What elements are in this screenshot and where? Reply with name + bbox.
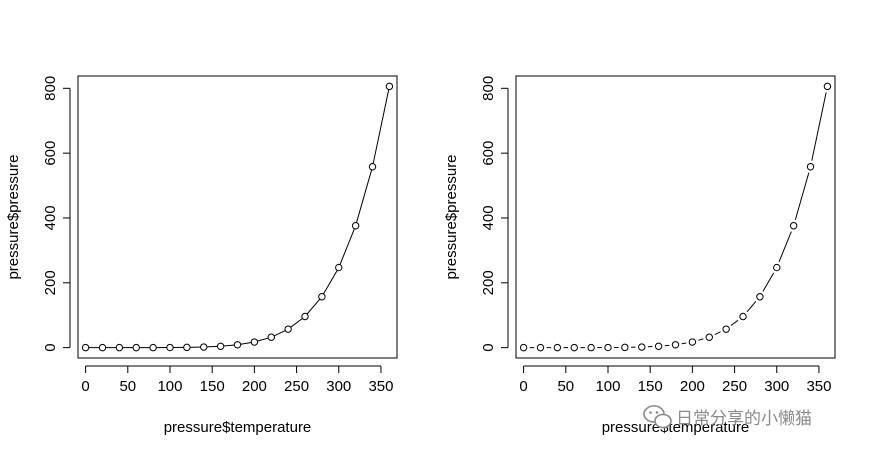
x-tick-label: 50 xyxy=(119,378,136,395)
series-line-segment xyxy=(698,338,704,341)
data-point xyxy=(604,343,612,352)
data-point xyxy=(368,163,377,171)
x-tick-label: 300 xyxy=(764,378,789,395)
x-tick-label: 150 xyxy=(200,378,225,395)
watermark: 日常分享的小懒猫 xyxy=(643,405,812,429)
y-tick-label: 600 xyxy=(42,141,59,166)
series-line-segment xyxy=(794,172,810,220)
data-point xyxy=(233,341,242,349)
x-tick-label: 100 xyxy=(595,378,620,395)
series-line-path xyxy=(85,86,390,349)
data-point xyxy=(671,341,680,349)
y-axis-label: pressure$pressure xyxy=(5,154,22,279)
y-tick-label: 800 xyxy=(480,76,497,101)
y-tick-label: 600 xyxy=(480,141,497,166)
x-axis-label: pressure$temperature xyxy=(602,419,750,436)
series-line-segment xyxy=(778,231,792,263)
data-point xyxy=(216,342,225,350)
data-point xyxy=(705,333,713,341)
data-point xyxy=(587,343,595,352)
plot-frame xyxy=(515,75,836,359)
series-line-segment xyxy=(746,301,757,313)
chart-panel-right: 0 50 100 150 200 250 300 350 0 200 400 600 800 pres… xyxy=(443,75,836,436)
data-point xyxy=(756,293,764,301)
data-point xyxy=(688,338,697,346)
y-tick-label: 0 xyxy=(42,343,59,351)
data-point xyxy=(385,82,394,91)
x-tick-label: 350 xyxy=(806,378,831,395)
plot-frame xyxy=(77,75,398,359)
x-tick-label: 200 xyxy=(680,378,705,395)
data-point xyxy=(81,343,90,352)
data-point xyxy=(115,343,124,352)
data-point xyxy=(284,325,292,333)
x-tick-label: 100 xyxy=(157,378,182,395)
data-point xyxy=(132,343,140,352)
x-tick-label: 250 xyxy=(284,378,309,395)
x-tick-label: 350 xyxy=(368,378,393,395)
data-point xyxy=(806,163,815,171)
data-point xyxy=(739,312,747,321)
data-point xyxy=(318,293,326,301)
y-tick-label: 800 xyxy=(42,76,59,101)
data-point xyxy=(536,343,545,352)
series-line xyxy=(529,92,827,349)
series-points xyxy=(81,82,394,352)
chart-panel-left: 0 50 100 150 200 250 300 350 0 200 400 600 800 pres… xyxy=(5,75,398,436)
series-line-segment xyxy=(811,92,827,161)
series-line-segment xyxy=(714,331,721,335)
data-point xyxy=(351,222,360,230)
data-point xyxy=(301,312,309,321)
data-point xyxy=(200,343,208,351)
series-line-segment xyxy=(762,272,775,292)
y-axis: 0 200 400 600 800 xyxy=(480,76,509,352)
data-point xyxy=(638,343,646,351)
data-point xyxy=(823,82,832,91)
x-tick-label: 300 xyxy=(326,378,351,395)
data-point xyxy=(98,343,107,352)
x-tick-label: 0 xyxy=(81,378,89,395)
x-tick-label: 0 xyxy=(519,378,527,395)
watermark-text: 日常分享的小懒猫 xyxy=(676,409,812,429)
series-points xyxy=(519,82,832,352)
data-point xyxy=(621,343,629,352)
data-point xyxy=(553,343,562,352)
data-point xyxy=(570,343,578,352)
data-point xyxy=(773,263,781,272)
y-axis-label: pressure$pressure xyxy=(443,154,460,279)
y-tick-label: 200 xyxy=(42,270,59,295)
x-axis: 0 50 100 150 200 250 300 350 xyxy=(81,365,393,395)
series-line-segment xyxy=(730,319,739,326)
data-point xyxy=(267,333,275,341)
x-tick-label: 50 xyxy=(557,378,574,395)
y-tick-label: 0 xyxy=(480,343,497,351)
data-point xyxy=(722,325,730,333)
x-axis: 0 50 100 150 200 250 300 350 xyxy=(519,365,831,395)
data-point xyxy=(183,343,191,352)
y-axis: 0 200 400 600 800 xyxy=(42,76,71,352)
data-point xyxy=(166,343,174,352)
y-tick-label: 200 xyxy=(480,270,497,295)
x-tick-label: 250 xyxy=(722,378,747,395)
wechat-icon xyxy=(643,405,672,429)
data-point xyxy=(250,338,259,346)
y-tick-label: 400 xyxy=(42,205,59,230)
series-line-segment xyxy=(681,342,687,345)
data-point xyxy=(789,222,798,230)
data-point xyxy=(519,343,528,352)
data-point xyxy=(149,343,157,352)
y-tick-label: 400 xyxy=(480,205,497,230)
data-point xyxy=(654,342,663,350)
x-axis-label: pressure$temperature xyxy=(164,419,312,436)
x-tick-label: 200 xyxy=(242,378,267,395)
x-tick-label: 150 xyxy=(638,378,663,395)
data-point xyxy=(335,263,343,272)
series-line xyxy=(85,86,390,349)
